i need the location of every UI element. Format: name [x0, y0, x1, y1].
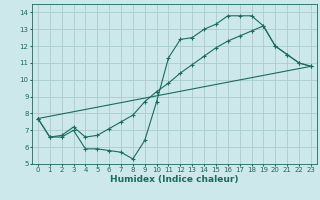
X-axis label: Humidex (Indice chaleur): Humidex (Indice chaleur) [110, 175, 239, 184]
